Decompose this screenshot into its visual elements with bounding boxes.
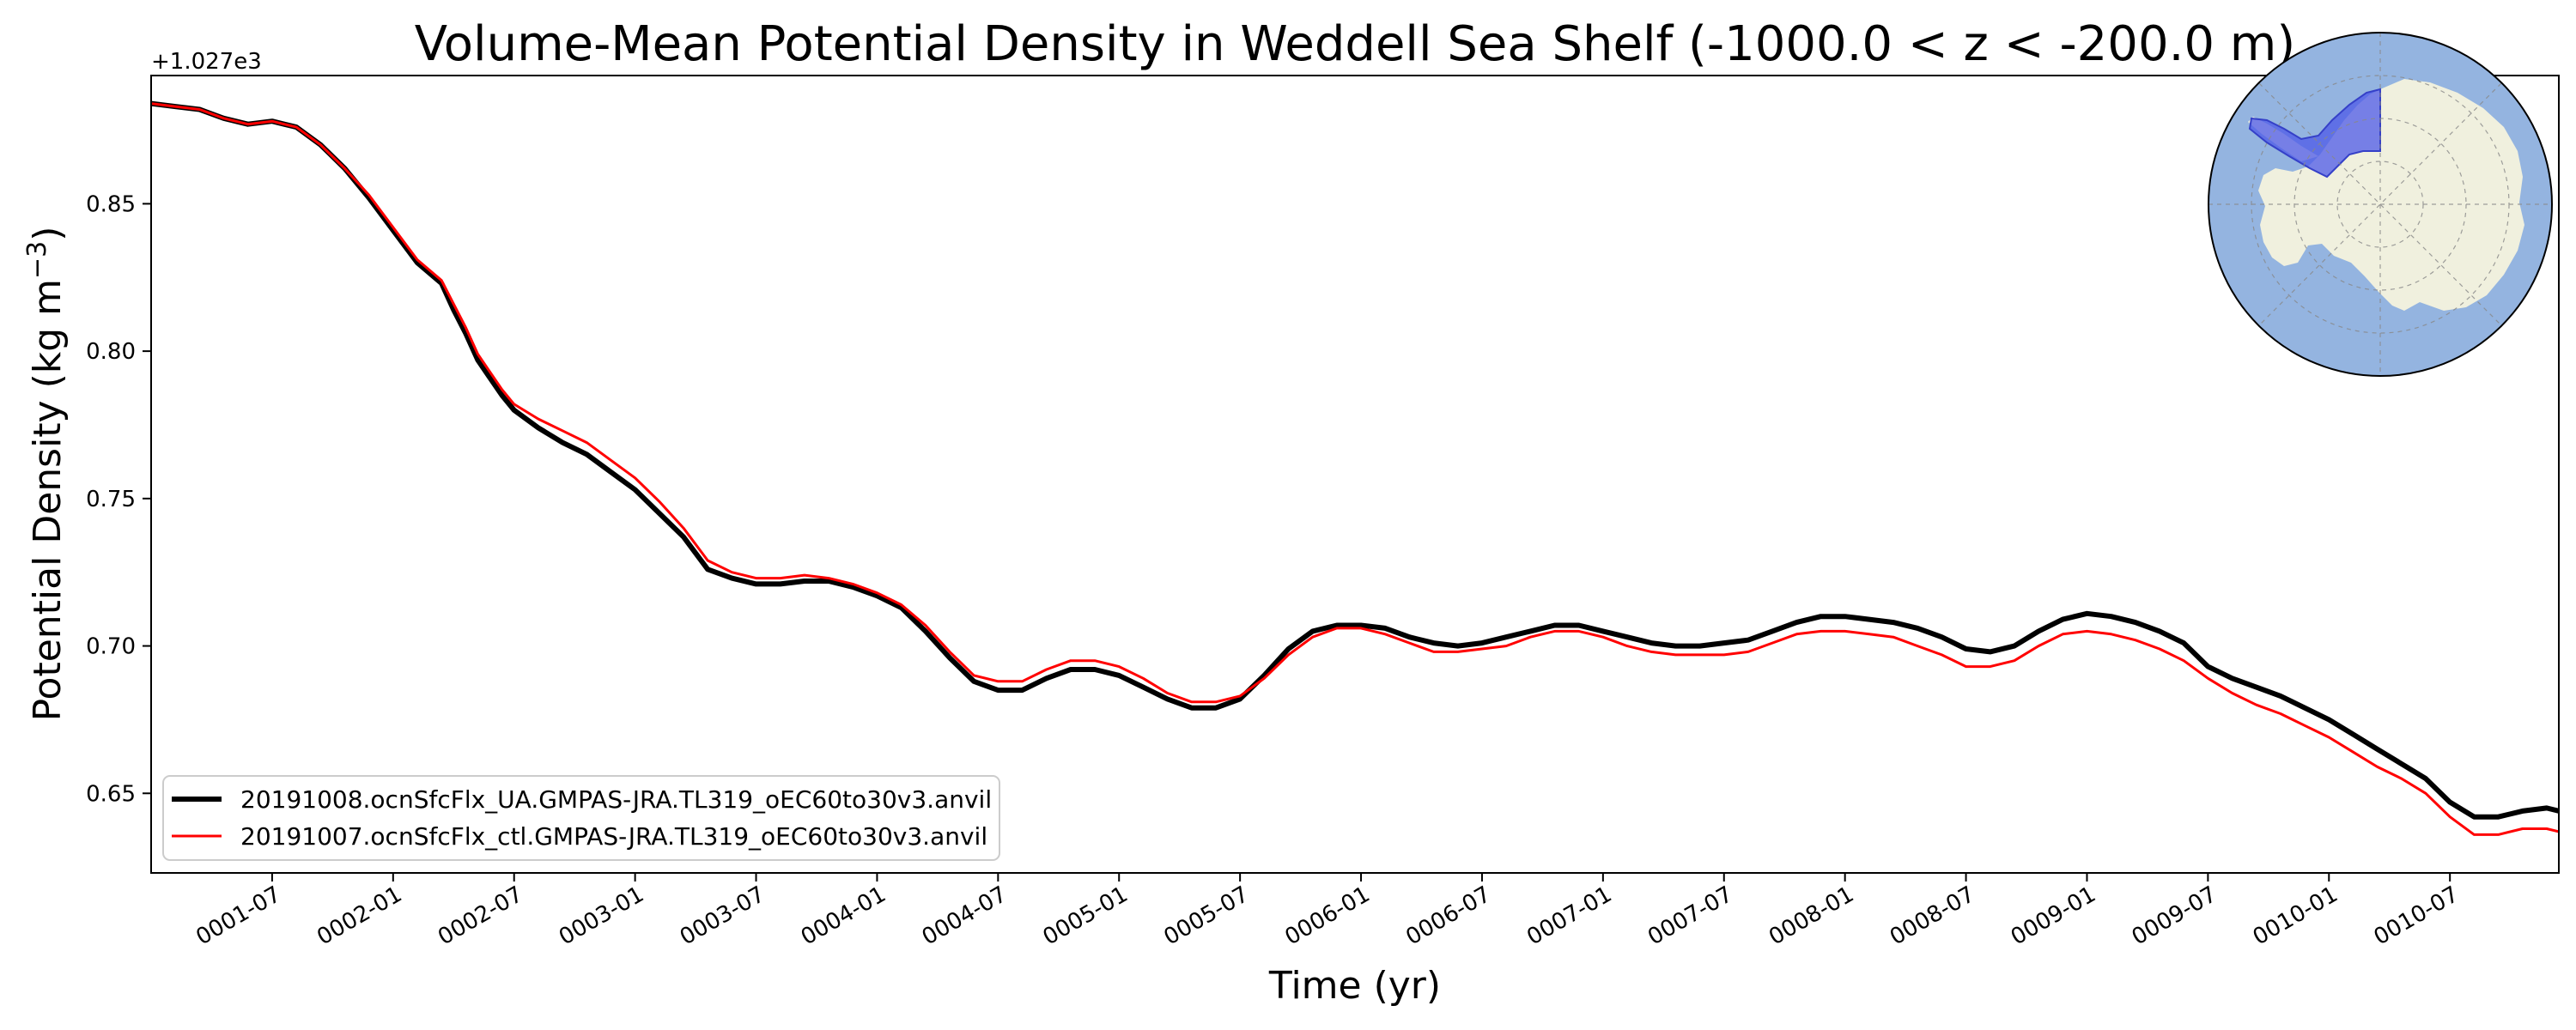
y-axis: 0.65 0.70 0.75 0.80 0.85 — [86, 191, 151, 807]
x-tick-label: 0001-07 — [191, 882, 285, 950]
y-offset-label: +1.027e3 — [151, 49, 262, 75]
x-tick-label: 0007-01 — [1522, 882, 1616, 950]
x-tick-label: 0003-01 — [555, 882, 648, 950]
legend-label-ua: 20191008.ocnSfcFlx_UA.GMPAS-JRA.TL319_oE… — [240, 785, 992, 814]
map-graticule — [2208, 33, 2552, 376]
series-group — [151, 100, 2559, 836]
x-axis: 0001-07 0002-01 0002-07 0003-01 0003-07 0004-… — [191, 873, 2464, 950]
x-tick-label: 0007-07 — [1643, 882, 1737, 950]
x-tick-label: 0008-01 — [1765, 882, 1858, 950]
y-axis-label-main: Potential Density (kg m — [26, 279, 70, 721]
map-border — [2208, 32, 2553, 377]
series-line-ua — [151, 100, 2559, 820]
x-tick-label: 0008-07 — [1886, 882, 1979, 950]
map-weddell-region-icon — [2248, 88, 2381, 179]
x-tick-label: 0004-01 — [797, 882, 890, 950]
y-tick-label: 0.65 — [86, 781, 136, 807]
x-tick-label: 0009-07 — [2128, 882, 2221, 950]
legend-box — [162, 775, 1000, 861]
series-line-ctl — [151, 102, 2559, 836]
x-tick-label: 0005-01 — [1039, 882, 1133, 950]
x-tick-label: 0006-01 — [1280, 882, 1374, 950]
x-tick-label: 0009-01 — [2007, 882, 2100, 950]
x-tick-label: 0003-07 — [676, 882, 769, 950]
x-tick-label: 0006-07 — [1401, 882, 1495, 950]
legend-label-ctl: 20191007.ocnSfcFlx_ctl.GMPAS-JRA.TL319_o… — [240, 822, 987, 851]
x-tick-label: 0005-07 — [1160, 882, 1254, 950]
y-axis-label: Potential Density (kg m−3) — [22, 227, 70, 722]
x-tick-label: 0010-07 — [2370, 882, 2464, 950]
legend: 20191008.ocnSfcFlx_UA.GMPAS-JRA.TL319_oE… — [162, 775, 1000, 861]
y-tick-label: 0.80 — [86, 339, 136, 365]
plot-frame — [150, 75, 2560, 874]
y-axis-label-exponent: −3 — [22, 241, 52, 279]
x-tick-label: 0004-07 — [918, 882, 1012, 950]
chart-title: Volume-Mean Potential Density in Weddell… — [415, 16, 2295, 72]
antarctica-polar-map-icon — [2208, 32, 2553, 377]
x-axis-label: Time (yr) — [1268, 964, 1441, 1008]
x-tick-label: 0002-01 — [313, 882, 406, 950]
y-tick-label: 0.70 — [86, 634, 136, 660]
y-tick-label: 0.75 — [86, 487, 136, 512]
y-axis-label-close: ) — [26, 227, 70, 241]
map-antarctica-land — [2258, 79, 2524, 311]
x-tick-label: 0002-07 — [434, 882, 527, 950]
x-tick-label: 0010-01 — [2249, 882, 2342, 950]
y-tick-label: 0.85 — [86, 191, 136, 217]
